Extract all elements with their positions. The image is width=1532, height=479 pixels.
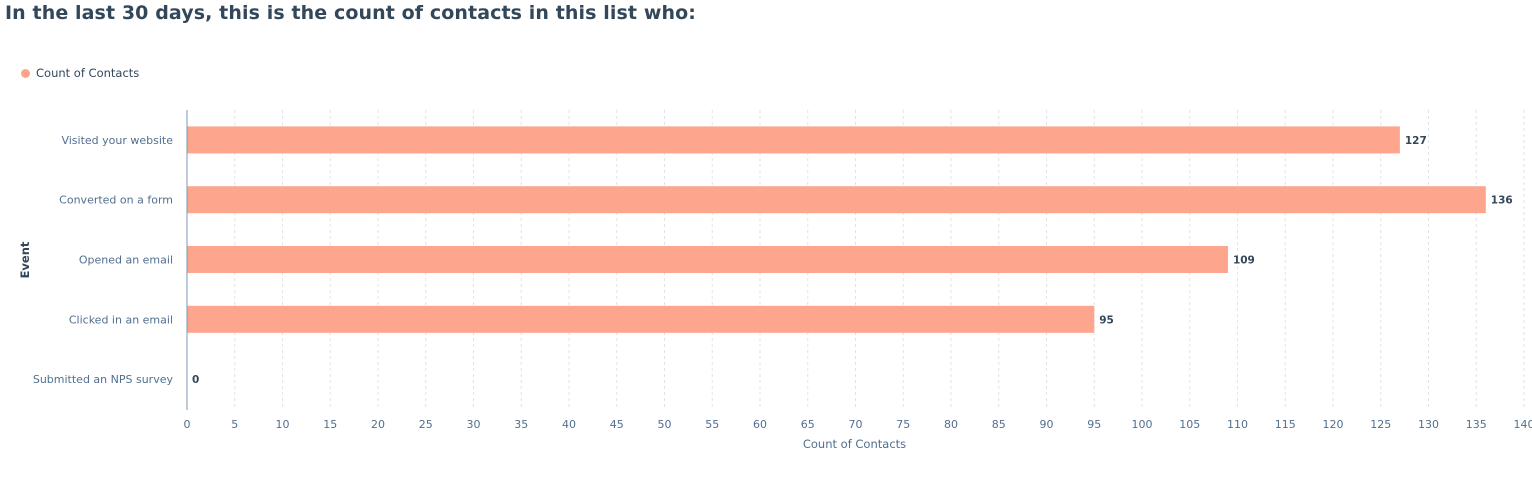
x-axis-title: Count of Contacts bbox=[803, 437, 906, 451]
x-tick-label: 85 bbox=[992, 418, 1006, 431]
x-tick-label: 95 bbox=[1087, 418, 1101, 431]
legend-swatch bbox=[21, 68, 30, 78]
x-tick-label: 105 bbox=[1179, 418, 1200, 431]
x-tick-label: 20 bbox=[371, 418, 385, 431]
category-label: Clicked in an email bbox=[69, 313, 173, 326]
category-labels: Visited your website Converted on a form O… bbox=[33, 134, 174, 386]
x-tick-label: 100 bbox=[1132, 418, 1153, 431]
category-label: Visited your website bbox=[61, 134, 173, 147]
x-tick-label: 115 bbox=[1275, 418, 1296, 431]
x-tick-label: 50 bbox=[658, 418, 672, 431]
bar bbox=[187, 186, 1486, 214]
x-tick-label: 25 bbox=[419, 418, 433, 431]
x-tick-label: 70 bbox=[849, 418, 863, 431]
data-label: 136 bbox=[1491, 195, 1513, 207]
x-tick-label: 30 bbox=[467, 418, 481, 431]
x-tick-label: 5 bbox=[231, 418, 238, 431]
x-tick-label: 125 bbox=[1370, 418, 1391, 431]
x-tick-label: 55 bbox=[705, 418, 719, 431]
category-label: Opened an email bbox=[79, 254, 173, 267]
x-tick-label: 60 bbox=[753, 418, 767, 431]
bar bbox=[187, 126, 1400, 154]
x-tick-label: 90 bbox=[1040, 418, 1054, 431]
legend-label: Count of Contacts bbox=[36, 66, 140, 80]
data-label: 127 bbox=[1405, 135, 1427, 147]
x-tick-label: 35 bbox=[514, 418, 528, 431]
bar bbox=[187, 246, 1228, 273]
chart-title: In the last 30 days, this is the count o… bbox=[5, 2, 696, 24]
data-label: 109 bbox=[1233, 255, 1255, 267]
x-tick-label: 10 bbox=[276, 418, 290, 431]
x-tick-label: 40 bbox=[562, 418, 576, 431]
bars: 127 136 109 95 0 bbox=[187, 126, 1513, 386]
x-tick-label: 110 bbox=[1227, 418, 1248, 431]
x-tick-label: 120 bbox=[1323, 418, 1344, 431]
legend: Count of Contacts bbox=[21, 66, 139, 80]
data-label: 95 bbox=[1099, 314, 1114, 326]
x-tick-label: 0 bbox=[184, 418, 191, 431]
x-tick-label: 135 bbox=[1466, 418, 1487, 431]
x-tick-labels: 0 5 10 15 20 25 30 35 40 45 50 55 60 65 70 75 80 85 90 95 10… bbox=[184, 418, 1532, 431]
data-label: 0 bbox=[192, 374, 199, 386]
x-tick-label: 65 bbox=[801, 418, 815, 431]
x-tick-label: 130 bbox=[1418, 418, 1439, 431]
x-tick-label: 15 bbox=[323, 418, 337, 431]
category-label: Converted on a form bbox=[59, 194, 173, 207]
bar bbox=[187, 305, 1095, 333]
x-tick-label: 75 bbox=[896, 418, 910, 431]
x-tick-label: 140 bbox=[1514, 418, 1532, 431]
x-tick-label: 45 bbox=[610, 418, 624, 431]
x-tick-label: 80 bbox=[944, 418, 958, 431]
category-label: Submitted an NPS survey bbox=[33, 373, 174, 386]
y-axis-title: Event bbox=[18, 241, 32, 278]
